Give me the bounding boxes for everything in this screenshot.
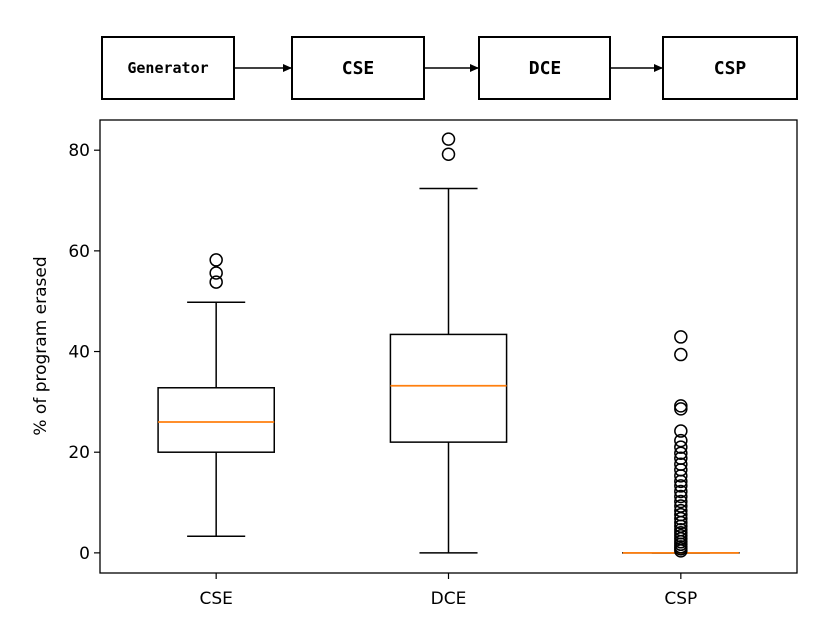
outlier-point	[674, 347, 688, 362]
outlier-point	[674, 479, 688, 493]
outlier-point	[209, 266, 223, 280]
y-tick-label: 80	[68, 141, 90, 161]
outlier-point	[441, 147, 456, 161]
outlier-point	[674, 484, 688, 499]
outlier-point	[674, 433, 688, 448]
iqr-box	[389, 333, 508, 443]
outlier-point	[674, 440, 688, 454]
outlier-point	[674, 402, 688, 416]
y-tick-label: 60	[68, 242, 90, 262]
outlier-point	[441, 132, 456, 146]
x-tick-label: CSP	[664, 589, 697, 609]
pipeline-stage-csp-box	[662, 36, 798, 100]
x-tick-label: CSE	[199, 589, 232, 609]
outlier-point	[209, 275, 223, 289]
outlier-point	[209, 253, 223, 267]
pipeline-stage-cse-label: CSE	[342, 58, 375, 79]
outlier-point	[674, 507, 688, 522]
outlier-point	[674, 330, 688, 344]
box-cse	[157, 253, 275, 538]
outlier-point	[674, 499, 688, 513]
pipeline-stage-generator-box	[101, 36, 235, 100]
outlier-point	[674, 494, 688, 509]
outlier-point	[674, 399, 688, 413]
outlier-point	[674, 451, 688, 465]
y-axis-label: % of program erased	[31, 256, 51, 435]
pipeline-stage-dce-label: DCE	[529, 58, 562, 79]
outlier-point	[674, 424, 688, 438]
boxplot-chart: % of program erased 0 20 40 60 80 CSE DCE CSP	[31, 119, 798, 609]
outlier-point	[674, 503, 688, 518]
boxes	[157, 132, 740, 558]
outlier-point	[674, 522, 688, 537]
outlier-point	[674, 489, 688, 504]
x-axis-ticks: CSE DCE CSP	[199, 573, 697, 609]
y-tick-label: 0	[79, 544, 90, 564]
outlier-point	[674, 457, 688, 472]
box-dce	[389, 132, 508, 554]
pipeline-stage-dce-box	[478, 36, 611, 100]
pipeline-stage-csp-label: CSP	[714, 58, 747, 79]
pipeline-stage-cse-box	[291, 36, 425, 100]
x-tick-label: DCE	[431, 589, 467, 609]
y-tick-label: 20	[68, 443, 90, 463]
pipeline-stage-generator-label: Generator	[127, 59, 208, 77]
y-tick-label: 40	[68, 343, 90, 363]
box-csp	[622, 330, 740, 558]
pipeline-diagram: Generator CSE DCE CSP	[101, 36, 798, 100]
y-axis-ticks: 0 20 40 60 80	[68, 141, 100, 564]
iqr-box	[157, 387, 275, 453]
